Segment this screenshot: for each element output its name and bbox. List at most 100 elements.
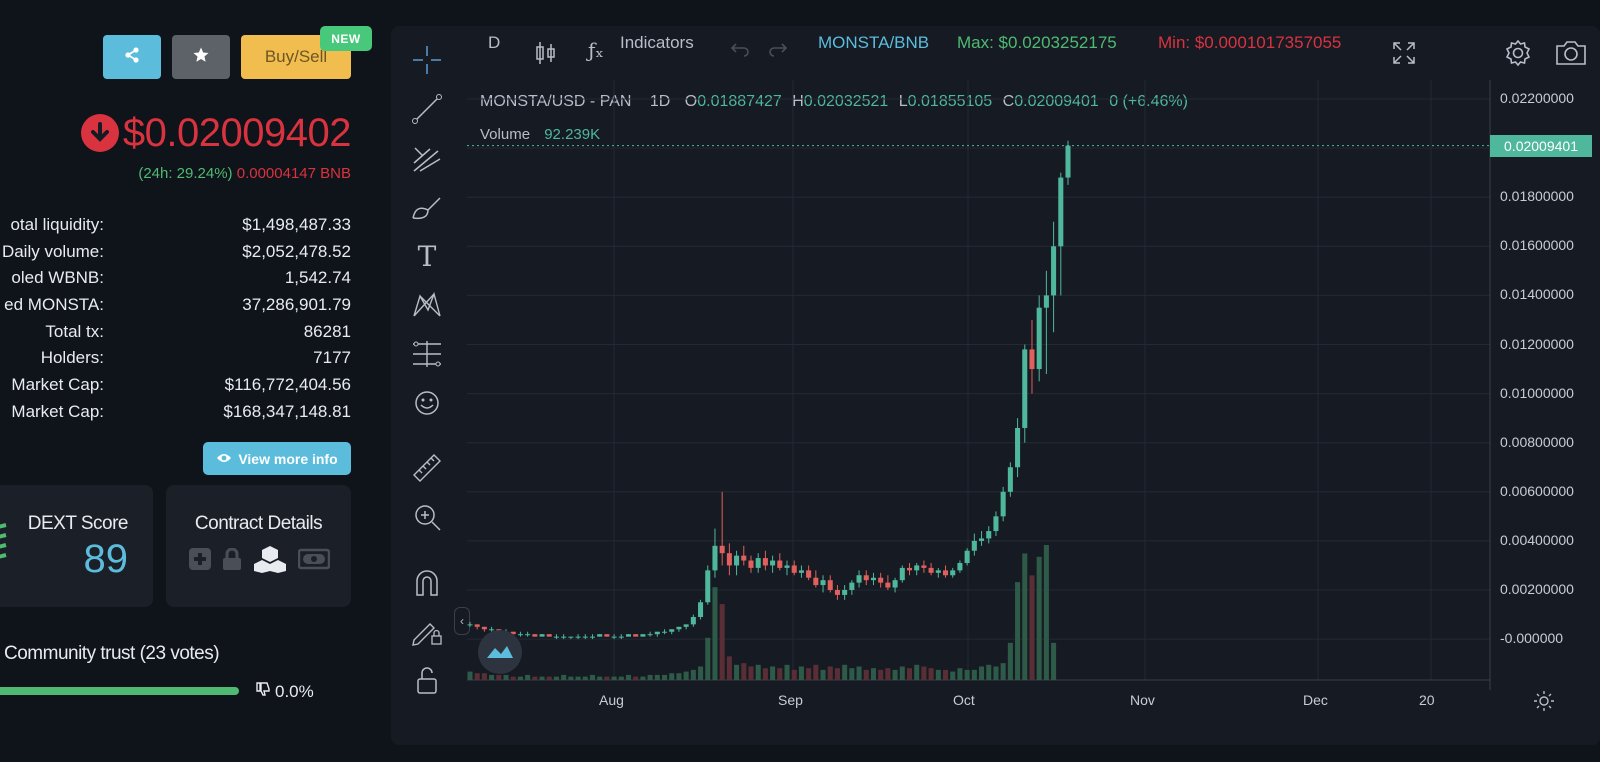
candle-body: [1058, 177, 1064, 247]
candle-body: [741, 555, 747, 561]
tradingview-logo-icon[interactable]: [478, 630, 522, 674]
pattern-tool-icon[interactable]: [410, 288, 444, 322]
volume-bar: [777, 668, 783, 680]
favorite-button[interactable]: [172, 35, 230, 79]
stat-row: ed MONSTA: 37,286,901.79: [0, 292, 351, 319]
dext-score-card[interactable]: DEXT Score 89: [0, 485, 153, 607]
camera-icon[interactable]: [1555, 40, 1587, 71]
candle-body: [633, 634, 639, 637]
stat-value: 86281: [303, 321, 351, 341]
measure-lines-tool-icon[interactable]: [410, 337, 444, 371]
volume-bar: [503, 674, 509, 680]
candle-body: [734, 555, 740, 566]
volume-bar: [734, 664, 740, 680]
settings-gear-icon[interactable]: [1504, 39, 1532, 72]
thumbs-down-icon: [255, 681, 271, 702]
l-label: L: [898, 93, 908, 110]
volume-legend: Volume 92.239K: [480, 126, 600, 143]
volume-bar: [611, 676, 617, 680]
stat-label: oled WBNB:: [11, 268, 104, 288]
candle-body: [625, 634, 632, 637]
axis-settings-icon[interactable]: [1533, 690, 1555, 717]
trend-line-tool-icon[interactable]: [410, 92, 444, 126]
min-price: Min: $0.0001017357055: [1158, 33, 1342, 52]
candle-body: [1065, 145, 1071, 178]
stat-value: 7177: [313, 348, 351, 368]
volume-bar: [813, 664, 819, 680]
dislike-button[interactable]: 0.0%: [255, 681, 314, 702]
emoji-tool-icon[interactable]: [410, 386, 444, 420]
candle-body: [532, 634, 538, 637]
candle-body: [525, 634, 531, 636]
indicators-button[interactable]: Indicators: [620, 33, 694, 52]
new-badge: NEW: [320, 26, 372, 51]
unlock-tool-icon[interactable]: [410, 663, 444, 697]
candle-body: [1029, 349, 1035, 370]
x-tick: Dec: [1303, 692, 1328, 708]
volume-bar: [762, 668, 768, 680]
zoom-in-tool-icon[interactable]: [410, 500, 444, 534]
buy-sell-button[interactable]: Buy/Sell: [241, 35, 351, 79]
volume-bar: [618, 676, 624, 680]
stat-label: Total tx:: [45, 321, 104, 341]
contract-icons: [188, 545, 331, 578]
candles-icon[interactable]: [535, 40, 557, 71]
view-more-label: View more info: [238, 450, 338, 467]
volume-bar: [525, 674, 531, 680]
cubes-icon: [252, 545, 288, 578]
volume-bar: [604, 676, 610, 680]
candle-body: [690, 617, 696, 625]
dext-logo-icon: [0, 523, 8, 572]
brush-tool-icon[interactable]: [410, 190, 444, 224]
last-price-tag: 0.02009401: [1490, 134, 1592, 157]
volume-bar: [784, 664, 790, 680]
stat-row: Market Cap: $168,347,148.81: [0, 399, 351, 426]
candle-body: [777, 560, 783, 568]
candle-body: [510, 631, 516, 635]
bnb-price: 0.00004147 BNB: [236, 165, 351, 182]
undo-icon[interactable]: [730, 42, 750, 63]
volume-bar: [928, 668, 934, 680]
candle-body: [698, 602, 704, 618]
volume-bar: [942, 669, 949, 680]
x-tick: Nov: [1130, 692, 1155, 708]
pair-selector[interactable]: MONSTA/BNB: [818, 33, 930, 52]
stat-label: Market Cap:: [11, 401, 104, 421]
volume-bar: [979, 666, 985, 680]
candle-body: [597, 634, 603, 637]
volume-bar: [683, 671, 689, 680]
volume-bar: [589, 674, 596, 680]
y-tick: 0.01800000: [1500, 188, 1574, 205]
volume-bar: [798, 666, 804, 680]
candle-body: [705, 570, 711, 603]
crosshair-tool-icon[interactable]: [410, 43, 444, 77]
candle-body: [474, 624, 480, 627]
fib-tool-icon[interactable]: [410, 141, 444, 175]
volume-bar: [496, 674, 502, 680]
candle-body: [712, 545, 718, 571]
stat-label: otal liquidity:: [10, 215, 104, 234]
volume-bar: [906, 668, 913, 680]
interval-selector[interactable]: D: [488, 33, 501, 52]
volume-bar: [582, 676, 588, 680]
redo-icon[interactable]: [768, 42, 788, 63]
text-tool-icon[interactable]: T: [417, 239, 437, 273]
lock-drawing-tool-icon[interactable]: [410, 614, 444, 648]
view-more-info-button[interactable]: View more info: [203, 442, 351, 475]
collapse-toolbar-icon[interactable]: ‹: [454, 607, 470, 635]
ruler-tool-icon[interactable]: [410, 451, 444, 485]
volume-bar: [827, 666, 833, 680]
candle-body: [784, 565, 790, 568]
volume-bar: [539, 676, 545, 680]
candle-body: [755, 558, 761, 568]
candle-body: [885, 582, 891, 588]
fullscreen-icon[interactable]: [1392, 41, 1416, 70]
candle-body: [957, 562, 963, 571]
contract-details-card[interactable]: Contract Details: [166, 485, 351, 607]
candle-body: [640, 634, 646, 637]
high-value: 0.02032521: [803, 93, 889, 110]
candle-body: [979, 538, 985, 541]
magnet-tool-icon[interactable]: [410, 565, 444, 599]
share-button[interactable]: [103, 35, 161, 79]
